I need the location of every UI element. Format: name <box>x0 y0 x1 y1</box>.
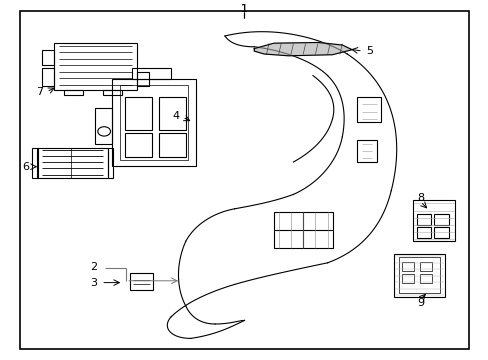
Bar <box>102 90 122 95</box>
Bar <box>416 214 430 225</box>
Bar <box>129 273 153 290</box>
Bar <box>433 214 448 225</box>
Bar <box>401 262 413 271</box>
Bar <box>95 108 112 144</box>
Bar <box>419 274 431 283</box>
Bar <box>41 68 54 86</box>
Text: 7: 7 <box>37 87 43 97</box>
Polygon shape <box>254 42 351 56</box>
Text: 5: 5 <box>365 46 372 56</box>
Text: 3: 3 <box>90 278 97 288</box>
Text: 4: 4 <box>172 111 179 121</box>
Bar <box>398 257 439 293</box>
Text: 9: 9 <box>416 298 423 308</box>
Bar <box>63 90 83 95</box>
Bar <box>356 140 376 162</box>
Bar <box>124 133 151 157</box>
Bar <box>37 148 107 178</box>
Bar <box>32 148 38 178</box>
Bar <box>124 97 151 130</box>
Text: 1: 1 <box>241 4 247 14</box>
Bar <box>54 43 137 90</box>
Bar <box>137 72 149 86</box>
Bar <box>412 200 454 241</box>
Bar <box>112 79 195 166</box>
Text: 1: 1 <box>241 4 247 14</box>
Bar <box>273 212 332 248</box>
Bar <box>433 227 448 238</box>
Bar <box>401 274 413 283</box>
Text: 2: 2 <box>90 262 97 272</box>
Bar <box>159 97 185 130</box>
Bar <box>120 85 188 160</box>
Bar <box>41 50 54 65</box>
Bar <box>159 133 185 157</box>
Bar <box>132 68 171 79</box>
Text: 8: 8 <box>416 193 423 203</box>
Bar <box>107 148 113 178</box>
Bar <box>356 97 381 122</box>
Bar <box>419 262 431 271</box>
Bar <box>416 227 430 238</box>
Bar <box>393 254 444 297</box>
Text: 6: 6 <box>22 162 29 172</box>
